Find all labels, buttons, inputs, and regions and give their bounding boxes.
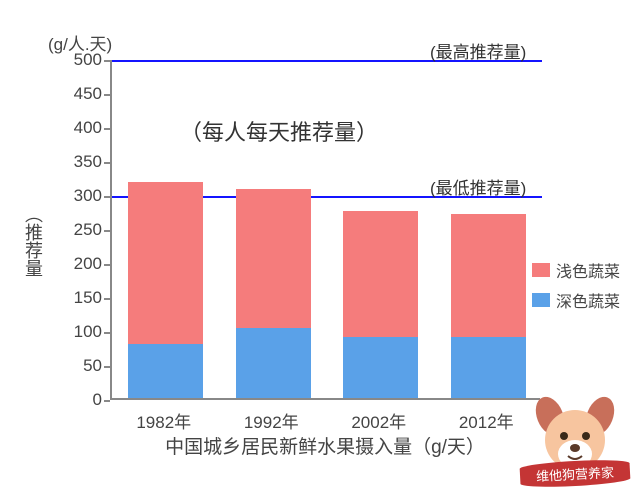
bar-group <box>236 58 311 398</box>
ytick-mark <box>104 400 110 402</box>
bar-group <box>451 58 526 398</box>
xtick-label: 2012年 <box>459 408 514 433</box>
legend-item: 浅色蔬菜 <box>532 258 620 282</box>
ytick-label: 250 <box>62 220 102 240</box>
reference-line-label: (最高推荐量) <box>430 38 526 63</box>
legend-text: 浅色蔬菜 <box>556 258 620 282</box>
xtick-label: 1992年 <box>244 408 299 433</box>
bar-segment-light <box>236 189 311 328</box>
bar-group <box>343 58 418 398</box>
y-side-label: （推荐量 <box>20 205 46 277</box>
ytick-label: 200 <box>62 254 102 274</box>
xtick-label: 2002年 <box>351 408 406 433</box>
x-axis-label-text: 中国城乡居民新鲜水果摄入量（g/天） <box>165 437 485 458</box>
ytick-mark <box>104 162 110 164</box>
plot-area <box>110 60 540 400</box>
legend-item: 深色蔬菜 <box>532 288 620 312</box>
ytick-mark <box>104 332 110 334</box>
legend-text: 深色蔬菜 <box>556 288 620 312</box>
ytick-label: 100 <box>62 322 102 342</box>
ytick-mark <box>104 60 110 62</box>
bar-segment-dark <box>128 344 203 398</box>
bar-segment-dark <box>236 328 311 398</box>
ytick-label: 300 <box>62 186 102 206</box>
reference-line-label: (最低推荐量) <box>430 174 526 199</box>
ytick-label: 400 <box>62 118 102 138</box>
chart-container: (g/人.天) （推荐量 （每人每天推荐量） 中国城乡居民新鲜水果摄入量（g/天… <box>0 0 640 502</box>
x-axis-label: 中国城乡居民新鲜水果摄入量（g/天） <box>110 432 540 459</box>
bar-segment-light <box>451 214 526 336</box>
ytick-mark <box>104 366 110 368</box>
ytick-label: 150 <box>62 288 102 308</box>
ytick-mark <box>104 128 110 130</box>
bar-segment-dark <box>451 337 526 398</box>
ytick-label: 500 <box>62 50 102 70</box>
bar-group <box>128 58 203 398</box>
y-side-label-text: （推荐量 <box>23 205 43 277</box>
legend: 浅色蔬菜深色蔬菜 <box>532 258 620 318</box>
bar-segment-dark <box>343 337 418 398</box>
mascot-watermark: 维他狗营养家 <box>520 392 630 492</box>
bar-segment-light <box>343 211 418 337</box>
legend-swatch <box>532 263 550 277</box>
ytick-mark <box>104 264 110 266</box>
ytick-mark <box>104 196 110 198</box>
bar-segment-light <box>128 182 203 344</box>
ytick-label: 350 <box>62 152 102 172</box>
ytick-mark <box>104 298 110 300</box>
mascot-banner-text: 维他狗营养家 <box>536 465 615 484</box>
ytick-label: 0 <box>62 390 102 410</box>
legend-swatch <box>532 293 550 307</box>
xtick-label: 1982年 <box>136 408 191 433</box>
ytick-mark <box>104 230 110 232</box>
ytick-label: 50 <box>62 356 102 376</box>
ytick-mark <box>104 94 110 96</box>
ytick-label: 450 <box>62 84 102 104</box>
